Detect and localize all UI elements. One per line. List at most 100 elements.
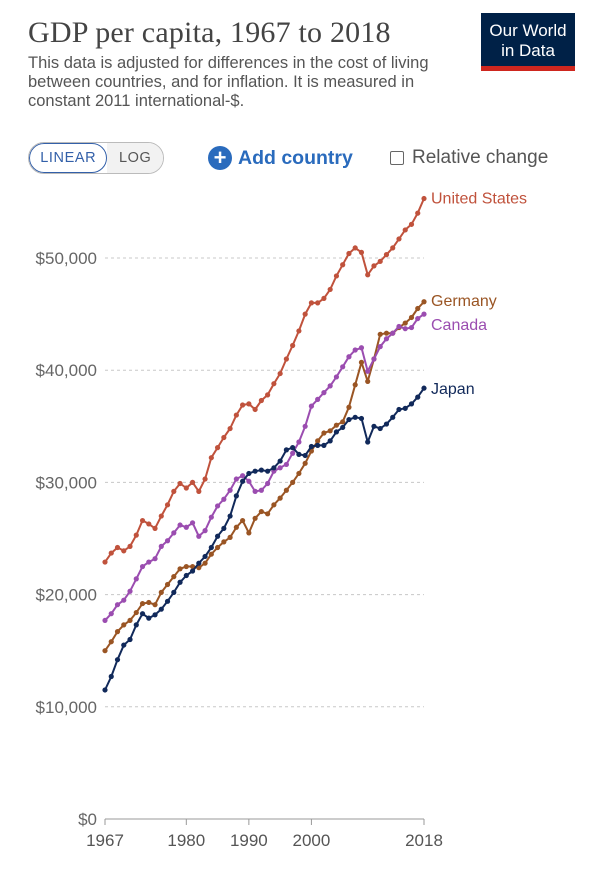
data-point-germany xyxy=(402,320,408,326)
data-point-germany xyxy=(302,460,308,466)
data-point-canada xyxy=(277,465,283,471)
data-point-canada xyxy=(114,602,121,608)
data-point-germany xyxy=(158,589,164,595)
data-point-japan xyxy=(152,612,158,618)
data-point-germany xyxy=(346,404,352,410)
linear-scale-button[interactable]: LINEAR xyxy=(29,143,108,173)
data-point-germany xyxy=(265,511,271,517)
data-point-canada xyxy=(121,597,127,603)
data-point-canada xyxy=(233,476,239,482)
chart-title: GDP per capita, 1967 to 2018 xyxy=(28,16,391,49)
data-point-japan xyxy=(296,451,302,457)
data-point-japan xyxy=(139,611,146,617)
data-point-japan xyxy=(121,642,127,648)
chart-subtitle: This data is adjusted for differences in… xyxy=(28,54,429,110)
data-point-united-states xyxy=(340,262,346,268)
data-point-canada xyxy=(152,556,158,562)
series-label-japan: Japan xyxy=(431,381,475,398)
data-point-united-states xyxy=(315,300,321,306)
data-point-canada xyxy=(302,423,308,429)
data-point-united-states xyxy=(183,485,189,491)
y-tick-label: $10,000 xyxy=(36,698,97,717)
data-point-canada xyxy=(408,324,415,331)
data-point-canada xyxy=(390,330,396,336)
logo-line-1: Our World xyxy=(489,21,567,40)
plus-circle-icon: + xyxy=(208,146,232,170)
data-point-japan xyxy=(227,513,233,519)
series-line-canada xyxy=(104,313,425,622)
data-point-germany xyxy=(171,574,177,580)
data-point-japan xyxy=(358,415,365,422)
data-point-japan xyxy=(408,401,415,407)
data-point-united-states xyxy=(189,479,196,485)
data-point-united-states xyxy=(308,300,315,306)
data-point-united-states xyxy=(321,295,327,301)
data-point-united-states xyxy=(108,550,114,556)
data-point-germany xyxy=(127,617,133,624)
data-point-canada xyxy=(202,528,208,534)
data-point-germany xyxy=(421,299,427,305)
data-point-japan xyxy=(377,425,383,432)
data-point-germany xyxy=(321,430,327,436)
data-point-japan xyxy=(321,442,327,448)
data-point-japan xyxy=(196,560,202,566)
data-point-japan xyxy=(133,622,139,628)
data-point-japan xyxy=(102,687,108,693)
data-point-united-states xyxy=(302,311,308,317)
data-point-canada xyxy=(383,336,390,342)
data-point-germany xyxy=(252,515,258,521)
add-country-button[interactable]: + Add country xyxy=(208,143,353,173)
data-point-germany xyxy=(227,534,233,540)
data-point-canada xyxy=(421,311,427,317)
data-point-japan xyxy=(158,606,164,612)
data-point-canada xyxy=(340,364,346,370)
data-point-japan xyxy=(214,533,221,539)
relative-change-checkbox[interactable]: Relative change xyxy=(390,143,548,173)
data-point-united-states xyxy=(127,543,133,549)
data-point-japan xyxy=(233,493,239,499)
data-point-canada xyxy=(308,403,315,409)
data-point-japan xyxy=(277,458,283,464)
data-point-germany xyxy=(240,517,246,524)
data-point-united-states xyxy=(258,397,264,404)
data-point-germany xyxy=(327,428,333,434)
x-tick-label: 2000 xyxy=(292,831,330,850)
data-point-united-states xyxy=(246,401,252,407)
data-point-japan xyxy=(252,468,258,474)
data-point-japan xyxy=(365,439,371,445)
data-point-united-states xyxy=(421,195,427,202)
data-point-germany xyxy=(271,502,277,508)
data-point-germany xyxy=(164,581,171,588)
data-point-united-states xyxy=(121,548,127,554)
data-point-germany xyxy=(296,470,302,477)
y-tick-label: $0 xyxy=(78,810,97,829)
data-point-canada xyxy=(396,323,402,330)
data-point-canada xyxy=(127,588,133,594)
data-point-japan xyxy=(371,423,377,429)
data-point-japan xyxy=(265,468,271,474)
data-point-germany xyxy=(133,609,139,616)
data-point-united-states xyxy=(233,412,239,418)
data-point-japan xyxy=(421,385,427,391)
data-point-canada xyxy=(108,611,114,617)
data-point-japan xyxy=(352,414,358,420)
data-point-united-states xyxy=(415,210,421,216)
data-point-germany xyxy=(139,600,146,607)
log-scale-button[interactable]: LOG xyxy=(107,143,163,173)
data-point-united-states xyxy=(402,227,408,233)
data-point-canada xyxy=(283,461,289,468)
data-point-japan xyxy=(283,447,289,453)
data-point-canada xyxy=(189,520,196,526)
logo-line-2: in Data xyxy=(501,41,555,60)
owid-logo[interactable]: Our World in Data xyxy=(481,13,575,71)
data-point-united-states xyxy=(158,513,164,519)
data-point-united-states xyxy=(352,245,358,251)
data-point-united-states xyxy=(365,272,371,278)
data-point-japan xyxy=(171,589,177,595)
x-tick-label: 1967 xyxy=(86,831,124,850)
data-point-canada xyxy=(352,347,358,353)
data-point-united-states xyxy=(377,258,383,264)
data-point-germany xyxy=(415,305,421,312)
data-point-germany xyxy=(102,648,108,654)
data-point-canada xyxy=(221,496,227,502)
